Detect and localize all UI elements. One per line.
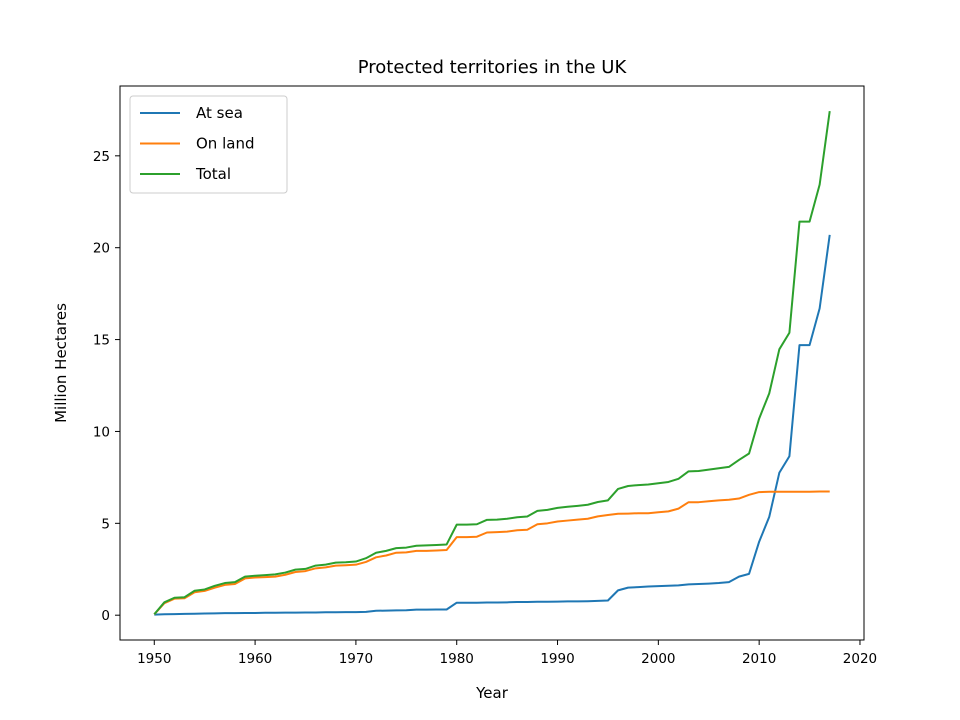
axes-ticks: 1950 1960 1970 1980 1990 2000 2010 2020 0 5 10 15 20… [93, 149, 877, 667]
legend-label-on-land: On land [196, 135, 254, 153]
x-tick-label: 2000 [641, 651, 675, 667]
y-axis-label: Million Hectares [52, 303, 70, 423]
x-tick-label: 1990 [540, 651, 574, 667]
x-axis-label: Year [475, 684, 509, 702]
series-line-total [153, 111, 831, 615]
legend-label-at-sea: At sea [196, 104, 243, 122]
x-tick-label: 2020 [843, 651, 877, 667]
y-tick-label: 25 [93, 149, 110, 165]
series-line-at-sea [154, 234, 831, 616]
x-tick-label: 2010 [742, 651, 776, 667]
x-tick-label: 1970 [339, 651, 373, 667]
legend: At sea On land Total [129, 95, 288, 194]
y-tick-label: 0 [101, 608, 110, 624]
y-tick-label: 20 [93, 241, 110, 257]
legend-box [129, 95, 288, 194]
plot-area [153, 111, 831, 616]
x-tick-label: 1950 [137, 651, 171, 667]
chart-title: Protected territories in the UK [358, 57, 628, 78]
y-tick-label: 10 [93, 424, 110, 440]
y-tick-label: 15 [93, 333, 110, 349]
legend-label-total: Total [195, 165, 231, 183]
plot-frame [119, 85, 865, 641]
series-line-on-land [153, 490, 830, 615]
x-tick-label: 1960 [238, 651, 272, 667]
x-tick-label: 1980 [440, 651, 474, 667]
y-tick-label: 5 [101, 516, 110, 532]
